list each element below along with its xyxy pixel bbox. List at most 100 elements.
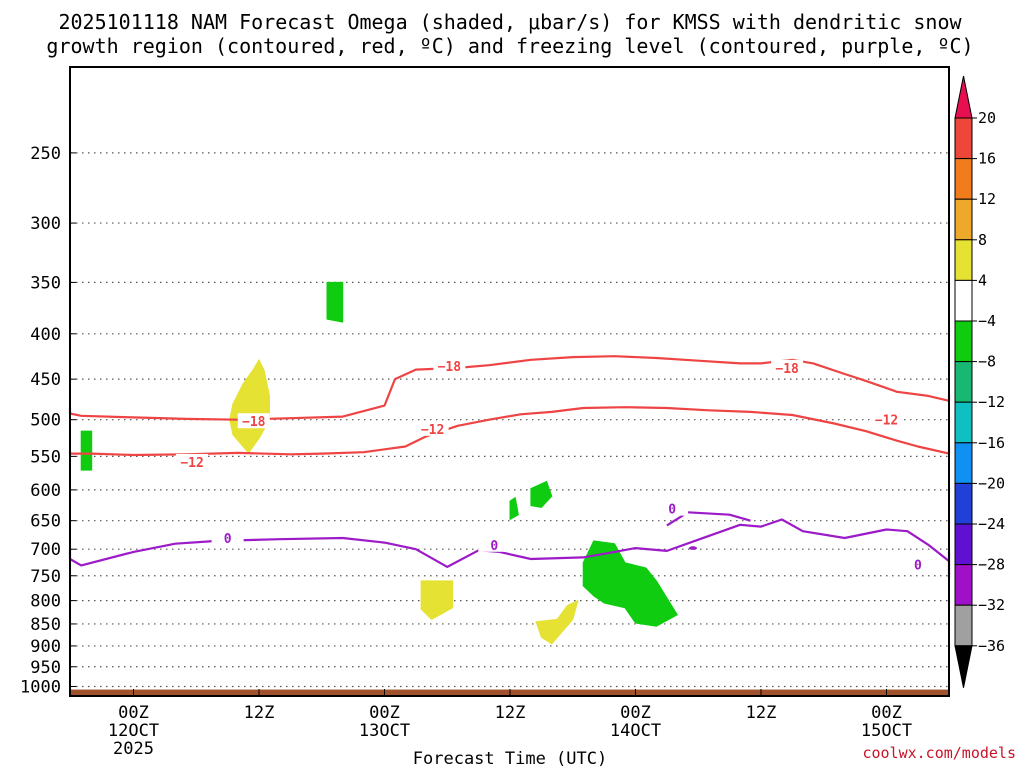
contour-label-zero-b-bg	[478, 536, 511, 552]
colorbar-band-10	[954, 482, 973, 525]
colorbar-band-4	[954, 239, 973, 281]
contour-minus12-line	[68, 406, 951, 457]
x-year-label: 2025	[113, 739, 154, 759]
contour-label-minus18-a-bg	[237, 413, 270, 429]
omega-region-descent-615-650	[509, 497, 519, 520]
colorbar-label-10: −24	[978, 515, 1005, 533]
colorbar-band-2	[954, 158, 973, 200]
x-tick-label-36: 12Z	[495, 703, 526, 723]
contour-label-zero-b: 0	[490, 539, 498, 554]
plot-area: −12 −12 −12 −18 −18 −18 0 0 0 0 250 300 350 400 450 50…	[20, 66, 951, 759]
omega-region-upward-motion-450-550	[229, 359, 270, 454]
x-axis-title: Forecast Time (UTC)	[413, 749, 607, 768]
y-tick-label-450: 450	[30, 370, 61, 390]
plot-background	[70, 67, 949, 696]
y-tick-label-950: 950	[30, 658, 61, 678]
colorbar-top-triangle	[954, 75, 973, 119]
colorbar-band-13	[954, 604, 973, 647]
colorbar-band-6	[954, 320, 973, 363]
contour-layer: −12 −12 −12 −18 −18 −18 0 0 0 0	[68, 355, 951, 577]
y-tick-label-750: 750	[30, 567, 61, 587]
y-tick-label-900: 900	[30, 637, 61, 657]
colorbar-label-2: 12	[978, 190, 996, 208]
x-tick-label-72: 00Z	[871, 703, 902, 723]
contour-label-minus12-c: −12	[875, 414, 898, 429]
omega-region-upward-motion-760-840	[420, 580, 453, 620]
pressure-axis: 2503003504004505005506006507007508008509…	[20, 144, 76, 697]
x-tick-label-0: 00Z	[118, 703, 149, 723]
colorbar-band-1	[954, 117, 973, 160]
colorbar-band-11	[954, 523, 973, 566]
y-tick-label-400: 400	[30, 325, 61, 345]
omega-region-upward-motion-810-890	[535, 600, 579, 645]
contour-label-minus18-b: −18	[438, 360, 462, 375]
x-date-label-48: 14OCT	[610, 721, 661, 741]
contour-label-minus18-b-bg	[433, 358, 466, 374]
omega-region-descent-590-640	[530, 480, 553, 508]
colorbar-band-5	[954, 279, 973, 322]
y-tick-label-500: 500	[30, 411, 61, 431]
contour-label-minus18-a: −18	[242, 415, 266, 430]
contour-label-minus12-a-bg	[176, 453, 209, 469]
y-tick-label-700: 700	[30, 540, 61, 560]
y-tick-label-600: 600	[30, 481, 61, 501]
contour-label-minus18-c: −18	[775, 362, 799, 377]
contour-label-zero-a-bg	[211, 530, 244, 546]
chart-title-line-2: growth region (contoured, red, ºC) and f…	[46, 34, 973, 58]
y-tick-label-250: 250	[30, 144, 61, 164]
contour-label-minus12-c-bg	[870, 411, 903, 427]
contour-label-zero-a: 0	[224, 532, 232, 547]
contour-zero-fragment	[666, 511, 751, 527]
contour-label-zero-d-bg	[901, 556, 934, 572]
colorbar-band-9	[954, 442, 973, 484]
contour-label-zero-d: 0	[914, 558, 922, 573]
y-tick-label-850: 850	[30, 615, 61, 635]
colorbar-band-7	[954, 361, 973, 403]
colorbar-label-3: 8	[978, 231, 987, 249]
chart-title-line-1: 2025101118 NAM Forecast Omega (shaded, μ…	[58, 10, 962, 34]
omega-region-descent-500-570	[80, 430, 93, 471]
omega-region-descent-680-860	[582, 540, 678, 627]
y-tick-label-300: 300	[30, 214, 61, 234]
contour-minus18-line	[68, 355, 951, 421]
contour-label-minus12-b-bg	[416, 420, 449, 436]
contour-zero-line	[68, 518, 951, 577]
contour-label-minus12-b: −12	[421, 423, 444, 438]
colorbar-label-8: −16	[978, 434, 1005, 452]
y-tick-label-1000: 1000	[20, 677, 61, 697]
contour-zero-blip	[689, 546, 698, 550]
colorbar-label-12: −32	[978, 596, 1005, 614]
colorbar-label-1: 16	[978, 150, 996, 168]
contour-label-minus18-c-bg	[771, 359, 804, 375]
y-tick-label-650: 650	[30, 512, 61, 532]
y-tick-label-350: 350	[30, 273, 61, 293]
colorbar-label-9: −20	[978, 474, 1005, 492]
x-tick-label-60: 12Z	[746, 703, 777, 723]
omega-shading-layer	[80, 281, 950, 678]
contour-label-minus12-a: −12	[180, 456, 203, 471]
site-credit: coolwx.com/models	[862, 744, 1016, 762]
x-date-label-0: 12OCT	[108, 721, 159, 741]
colorbar-label-11: −28	[978, 556, 1005, 574]
x-tick-label-48: 00Z	[620, 703, 651, 723]
x-tick-label-24: 00Z	[369, 703, 400, 723]
omega-colorbar: 20 16 12 8 4 −4 −8 −12 −16 −20 −24 −28 −32 −36	[954, 75, 1005, 688]
pressure-gridlines	[70, 152, 949, 688]
contour-label-zero-c: 0	[668, 503, 676, 518]
colorbar-bottom-triangle	[954, 645, 973, 688]
colorbar-label-6: −8	[978, 353, 996, 371]
x-date-label-72: 15OCT	[861, 721, 912, 741]
x-tick-label-12: 12Z	[244, 703, 275, 723]
colorbar-band-12	[954, 564, 973, 606]
colorbar-label-13: −36	[978, 637, 1005, 655]
x-date-label-24: 13OCT	[359, 721, 410, 741]
colorbar-label-5: −4	[978, 312, 996, 330]
colorbar-band-3	[954, 198, 973, 241]
colorbar-label-4: 4	[978, 271, 987, 289]
contour-label-zero-c-bg	[656, 500, 689, 516]
colorbar-label-0: 20	[978, 109, 996, 127]
y-tick-label-550: 550	[30, 447, 61, 467]
colorbar-label-7: −12	[978, 393, 1005, 411]
